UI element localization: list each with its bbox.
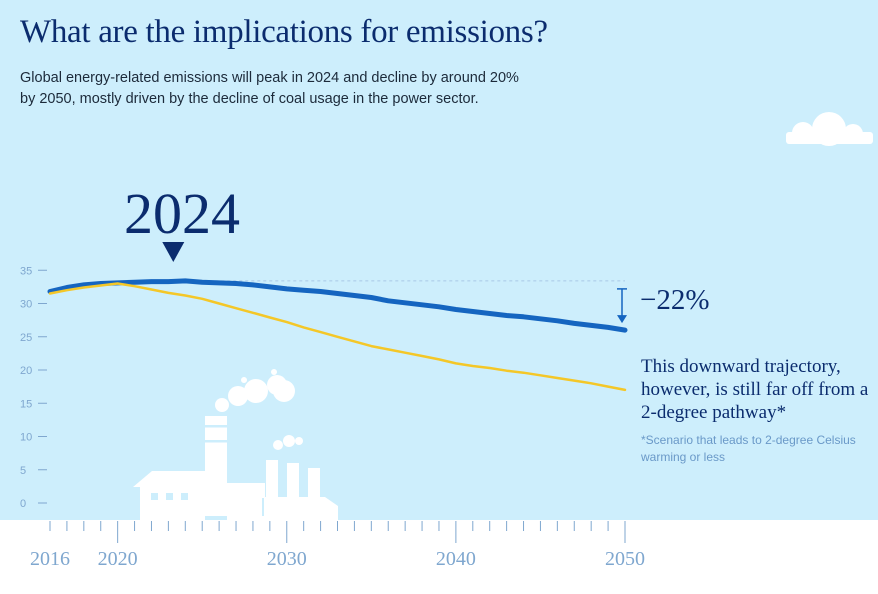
x-tick-label: 2016	[30, 548, 70, 570]
peak-year-label: 2024	[124, 181, 240, 246]
footnote: *Scenario that leads to 2-degree Celsius…	[641, 433, 856, 464]
cloud-icon	[786, 112, 873, 146]
y-tick-label: 5	[20, 465, 26, 477]
arrow-head	[617, 315, 627, 324]
y-tick-label: 20	[20, 365, 32, 377]
y-tick-label: 30	[20, 299, 32, 311]
page-subtitle: Global energy-related emissions will pea…	[20, 70, 519, 107]
trajectory-annotation: This downward trajectory, however, is st…	[641, 356, 869, 423]
decline-arrow-icon	[617, 288, 627, 324]
x-tick-label: 2020	[98, 548, 138, 570]
change-percentage-label: −22%	[640, 284, 710, 316]
peak-marker-icon	[162, 242, 185, 262]
y-tick-label: 35	[20, 265, 32, 277]
x-axis: 2016 2020 2030 2040 2050	[30, 521, 645, 570]
y-axis: 0 5 10 15 20 25 30 35	[20, 265, 47, 510]
y-tick-label: 10	[20, 432, 32, 444]
series-line-reference-scenario	[47, 278, 628, 333]
chart-background	[0, 0, 878, 520]
y-tick-label: 25	[20, 332, 32, 344]
series-line-two-degree-scenario	[48, 282, 627, 392]
x-tick-label: 2050	[605, 548, 645, 570]
x-tick-label: 2040	[436, 548, 476, 570]
page-title: What are the implications for emissions?	[20, 14, 548, 50]
y-tick-label: 15	[20, 398, 32, 410]
x-tick-label: 2030	[267, 548, 307, 570]
factory-icon	[133, 369, 338, 520]
y-tick-label: 0	[20, 498, 26, 510]
